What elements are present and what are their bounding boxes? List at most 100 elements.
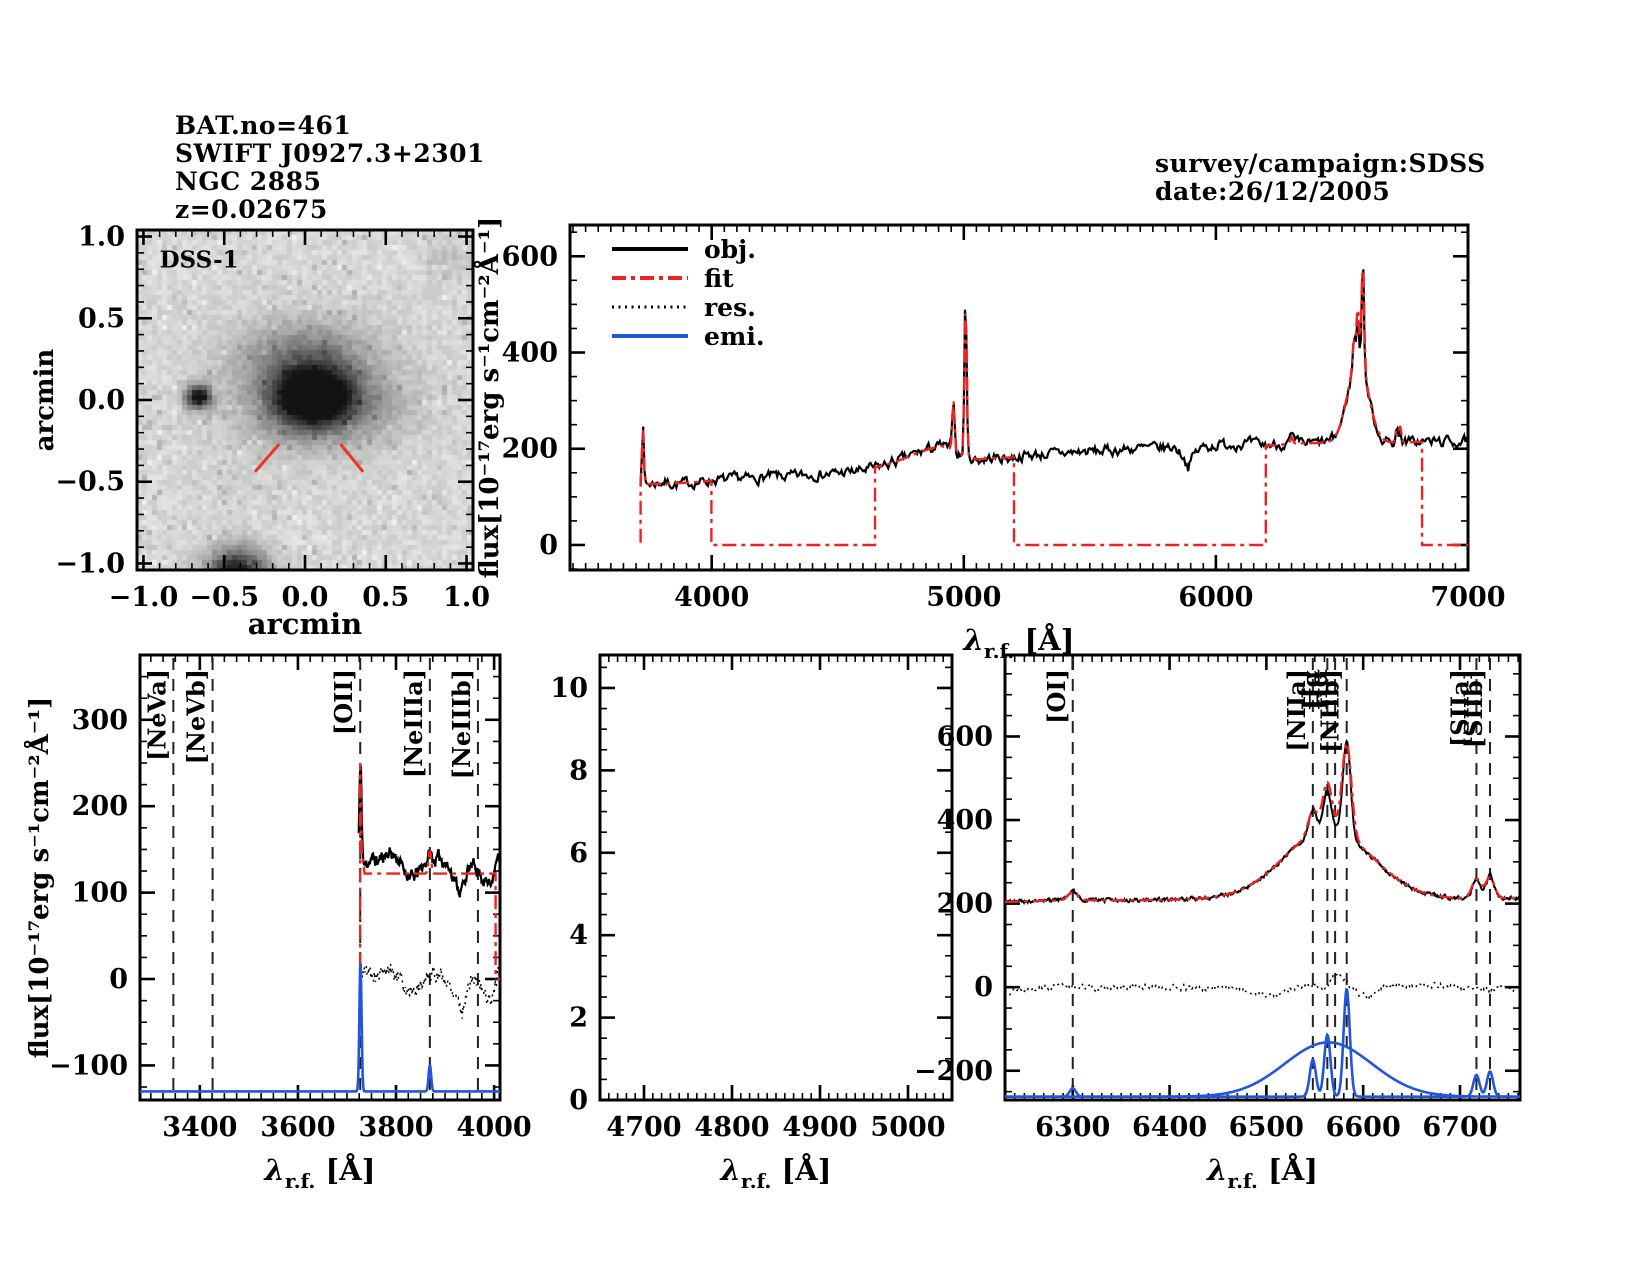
x-tick-label: 5000 <box>870 1112 945 1143</box>
x-tick-label: 1.0 <box>443 582 490 613</box>
y-axis-title: flux[10⁻¹⁷erg s⁻¹cm⁻²Å⁻¹] <box>24 697 55 1059</box>
legend-label: res. <box>704 293 756 322</box>
redshift: z=0.02675 <box>175 195 328 224</box>
series-obj <box>357 764 500 898</box>
y-tick-label: −0.5 <box>55 467 125 498</box>
x-tick-label: 4700 <box>606 1112 681 1143</box>
y-tick-label: 600 <box>937 721 993 752</box>
x-tick-label: −1.0 <box>109 582 179 613</box>
line-label: [NeIIIa] <box>399 669 428 778</box>
x-tick-label: 6600 <box>1326 1112 1401 1143</box>
axes: 6300 6400 6500 6600 6700 −200 0 200 400 600 <box>914 653 1522 1143</box>
line-label: [OII] <box>329 669 358 735</box>
y-tick-label: 0 <box>109 964 128 995</box>
x-tick-label: 6500 <box>1229 1112 1304 1143</box>
x-tick-label: 5000 <box>926 582 1001 613</box>
legend-label: fit <box>704 264 734 293</box>
legend-label: emi. <box>704 322 765 351</box>
line-label: [NIIb] <box>1316 669 1345 753</box>
series-fit <box>1005 740 1520 904</box>
x-tick-label: 6000 <box>1178 582 1253 613</box>
y-tick-label: 200 <box>72 791 128 822</box>
x-tick-label: 4800 <box>694 1112 769 1143</box>
y-tick-label: 0 <box>569 1085 588 1116</box>
y-tick-label: 0 <box>539 530 558 561</box>
spectrum-full-panel: 4000 5000 6000 7000 0 200 400 600 λr.f. [Å] flux[… <box>474 217 1506 663</box>
y-tick-label: 400 <box>502 338 558 369</box>
axes-frame <box>568 223 1470 572</box>
target-marker <box>253 443 281 473</box>
x-axis-title: λr.f. [Å] <box>1205 1152 1318 1193</box>
y-tick-label: 1.0 <box>78 222 125 253</box>
line-label: Hα <box>1296 669 1325 710</box>
y-tick-label: 0.0 <box>78 385 125 416</box>
spectrum-halpha-zoom-panel: 6300 6400 6500 6600 6700 −200 0 200 400 600 λr.f. … <box>914 653 1522 1193</box>
dss-image-panel: −1.0 −0.5 0.0 0.5 1.0 −1.0 −0.5 0.0 0.5 1.0 arcmin… <box>30 222 490 641</box>
spectrum-oii-zoom-panel: 3400 3600 3800 4000 −100 0 100 200 300 λr.f. [Å] f… <box>24 653 532 1193</box>
line-label: Hα <box>1304 669 1333 710</box>
y-tick-label: −100 <box>49 1050 128 1081</box>
y-tick-label: 200 <box>502 434 558 465</box>
axes-frame <box>135 228 475 572</box>
y-axis-title: flux[10⁻¹⁷erg s⁻¹cm⁻²Å⁻¹] <box>474 217 505 579</box>
y-tick-label: 6 <box>569 838 588 869</box>
x-tick-label: 6700 <box>1422 1112 1497 1143</box>
survey-info-block: survey/campaign:SDSS date:26/12/2005 <box>1155 150 1486 206</box>
line-label: [NeVa] <box>142 669 171 761</box>
x-tick-label: 4900 <box>782 1112 857 1143</box>
y-tick-label: 100 <box>72 878 128 909</box>
series-obj <box>639 269 1468 492</box>
x-tick-label: 3800 <box>358 1112 433 1143</box>
x-tick-label: 3600 <box>260 1112 335 1143</box>
y-tick-label: 600 <box>502 241 558 272</box>
axes-frame <box>1003 653 1522 1102</box>
y-tick-label: 2 <box>569 1003 588 1034</box>
series-fit <box>359 762 500 995</box>
x-tick-label: 0.5 <box>362 582 409 613</box>
series-obj <box>1005 739 1520 906</box>
axes-frame <box>598 653 954 1102</box>
legend-label: obj. <box>704 235 756 264</box>
x-tick-label: 4000 <box>457 1112 532 1143</box>
series-emi <box>140 963 500 1093</box>
axes: −1.0 −0.5 0.0 0.5 1.0 −1.0 −0.5 0.0 0.5 1.0 <box>55 222 490 613</box>
y-tick-label: 300 <box>72 705 128 736</box>
swift-id: SWIFT J0927.3+2301 <box>175 139 485 168</box>
y-tick-label: 0 <box>974 972 993 1003</box>
image-title: DSS-1 <box>160 246 239 273</box>
x-tick-label: 6300 <box>1035 1112 1110 1143</box>
x-tick-label: 3400 <box>162 1112 237 1143</box>
y-tick-label: 8 <box>569 755 588 786</box>
y-tick-label: 0.5 <box>78 303 125 334</box>
series-fit <box>639 270 1468 547</box>
series-res <box>359 963 500 1019</box>
y-axis-title: arcmin <box>30 349 60 452</box>
date-label: date:26/12/2005 <box>1155 177 1391 206</box>
bat-number: BAT.no=461 <box>175 111 352 140</box>
line-label: [OI] <box>1042 669 1071 724</box>
x-tick-label: 0.0 <box>282 582 329 613</box>
y-tick-label: −200 <box>914 1056 993 1087</box>
line-label: [NeIIIb] <box>447 669 476 779</box>
line-label: [SIIa] <box>1445 669 1474 747</box>
survey-label: survey/campaign:SDSS <box>1155 149 1486 178</box>
x-axis-title: λr.f. [Å] <box>962 622 1075 663</box>
x-tick-label: −0.5 <box>189 582 259 613</box>
object-name: NGC 2885 <box>175 167 322 196</box>
line-label: [NeVb] <box>182 669 211 764</box>
series-res <box>1005 972 1520 1002</box>
axes-frame <box>138 653 502 1102</box>
y-tick-label: −1.0 <box>55 548 125 579</box>
target-marker <box>339 443 365 473</box>
x-axis-title: λr.f. [Å] <box>719 1152 832 1193</box>
y-tick-label: 4 <box>569 920 588 951</box>
x-axis-title: arcmin <box>248 607 363 641</box>
y-tick-label: 400 <box>937 805 993 836</box>
axes: 4700 4800 4900 5000 0 2 4 6 8 10 <box>550 653 954 1143</box>
y-tick-label: 10 <box>550 673 588 704</box>
y-tick-label: 200 <box>937 889 993 920</box>
line-label: [NIIa] <box>1282 669 1311 752</box>
axes: 4000 5000 6000 7000 0 200 400 600 <box>502 223 1506 613</box>
